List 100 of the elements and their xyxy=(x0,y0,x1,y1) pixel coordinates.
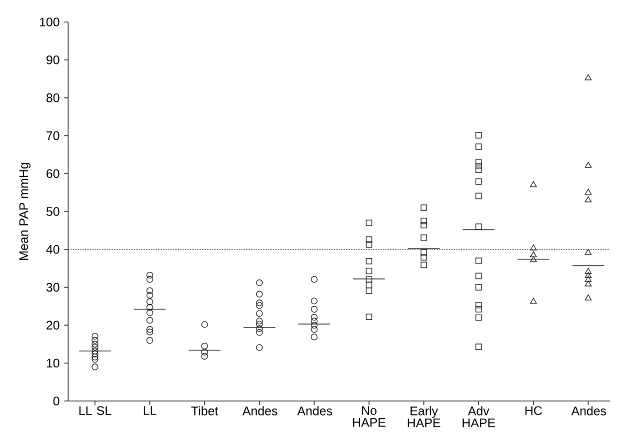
point xyxy=(366,241,372,248)
point xyxy=(310,306,318,313)
point xyxy=(420,218,427,224)
point xyxy=(530,251,537,258)
x-tick-label: Tibet xyxy=(191,406,218,416)
point xyxy=(310,326,318,333)
point xyxy=(475,258,482,264)
x-tick-label: No HAPE xyxy=(353,406,386,427)
point xyxy=(201,352,208,360)
y-tick-label: 10 xyxy=(46,358,60,368)
point xyxy=(256,279,263,286)
point xyxy=(310,322,318,329)
point xyxy=(256,344,263,351)
point xyxy=(584,272,592,278)
x-tick-label: Adv HAPE xyxy=(462,406,496,428)
point xyxy=(475,162,482,170)
point xyxy=(310,276,318,283)
x-tick-label: Andes xyxy=(242,406,278,416)
y-tick-label: 50 xyxy=(46,207,60,216)
point xyxy=(420,204,427,211)
point xyxy=(92,350,98,358)
y-tick-label: 20 xyxy=(46,320,60,330)
point xyxy=(475,144,482,150)
point xyxy=(420,234,427,241)
point xyxy=(256,318,263,324)
y-axis-title: Mean PAP mmHg xyxy=(19,162,31,260)
point xyxy=(475,344,482,350)
point xyxy=(475,166,482,173)
point xyxy=(366,288,372,294)
point xyxy=(530,298,537,304)
point xyxy=(256,299,263,306)
point xyxy=(256,310,263,317)
y-tick-label: 90 xyxy=(46,55,60,64)
point xyxy=(475,302,482,308)
point xyxy=(366,314,372,320)
point xyxy=(584,162,592,168)
point xyxy=(475,224,482,230)
point xyxy=(201,348,208,356)
point xyxy=(475,132,482,138)
point xyxy=(584,74,592,80)
point xyxy=(256,325,263,332)
point xyxy=(584,196,592,202)
point xyxy=(530,181,537,188)
point xyxy=(310,298,318,304)
point xyxy=(420,249,427,256)
point xyxy=(146,337,154,344)
point xyxy=(146,272,154,279)
point xyxy=(92,340,98,348)
point xyxy=(146,304,154,311)
y-tick-label: 60 xyxy=(46,169,60,178)
point xyxy=(475,272,482,280)
point xyxy=(420,222,427,228)
point xyxy=(420,254,427,261)
point xyxy=(92,337,98,344)
point xyxy=(310,318,318,324)
x-tick-label: Andes xyxy=(571,406,606,416)
point xyxy=(584,280,592,286)
point xyxy=(92,348,98,354)
point xyxy=(310,334,318,340)
point xyxy=(475,178,482,185)
point xyxy=(146,298,154,306)
y-tick-label: 70 xyxy=(46,131,60,140)
point xyxy=(201,342,208,350)
y-tick-label: 40 xyxy=(46,245,60,254)
point xyxy=(475,284,482,290)
y-tick-label: 100 xyxy=(40,18,60,26)
point xyxy=(92,364,98,370)
point xyxy=(256,329,263,336)
point xyxy=(146,287,154,294)
point xyxy=(310,314,318,321)
point xyxy=(146,328,154,336)
point xyxy=(475,306,482,312)
point xyxy=(146,326,154,333)
point xyxy=(420,262,427,268)
point xyxy=(146,309,154,316)
point xyxy=(366,220,372,226)
point xyxy=(584,188,592,195)
x-tick-label: HC xyxy=(525,406,542,416)
x-tick-label: LL xyxy=(144,406,156,415)
point xyxy=(366,258,372,264)
point xyxy=(584,248,592,255)
point xyxy=(475,192,482,200)
x-tick-label: Early HAPE xyxy=(408,406,440,428)
point xyxy=(92,344,98,351)
point xyxy=(92,354,98,360)
point xyxy=(530,256,537,262)
x-tick-label: Andes xyxy=(297,406,332,416)
point xyxy=(92,332,98,340)
point xyxy=(584,294,592,300)
point xyxy=(366,268,372,274)
point xyxy=(146,316,154,324)
point xyxy=(201,321,208,328)
point xyxy=(475,159,482,166)
point xyxy=(92,356,98,363)
point xyxy=(475,314,482,321)
point xyxy=(146,292,154,299)
point xyxy=(366,236,372,243)
y-tick-label: 0 xyxy=(53,396,60,406)
point xyxy=(256,302,263,309)
x-tick-label: LL SL xyxy=(79,406,112,416)
